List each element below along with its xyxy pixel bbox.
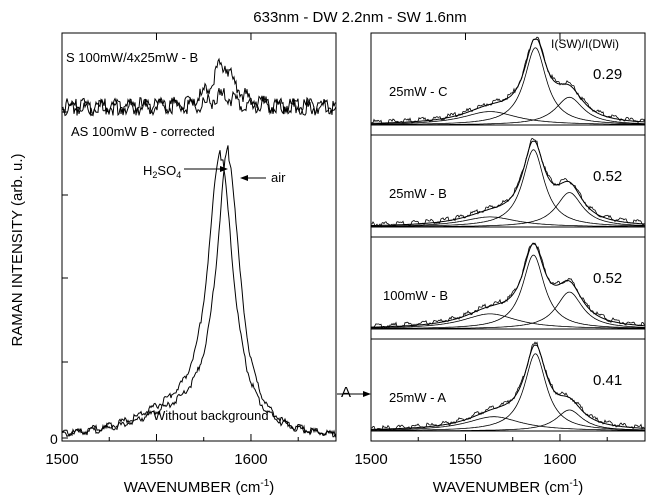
subpanel-ratio: 0.41 bbox=[593, 372, 622, 389]
left-annotation-bottom: Without background bbox=[153, 408, 269, 423]
right-xtick-label: 1500 bbox=[354, 451, 387, 468]
left-annotation-top-lower: AS 100mW B - corrected bbox=[71, 124, 215, 139]
measured-spectrum bbox=[370, 242, 646, 329]
right-x-axis-label: WAVENUMBER (cm-1) bbox=[433, 478, 584, 496]
measured-spectrum bbox=[370, 341, 646, 432]
subpanel bbox=[370, 341, 646, 432]
right-xtick-label: 1600 bbox=[543, 451, 576, 468]
right-curves bbox=[370, 36, 646, 432]
left-annotation-h2so4: H2SO4 bbox=[143, 163, 181, 180]
arrow-a-head bbox=[363, 391, 371, 397]
subpanel-label: 25mW - A bbox=[389, 390, 446, 405]
component-peak bbox=[371, 149, 645, 227]
subpanel-label: 100mW - B bbox=[383, 288, 448, 303]
left-series-h2so4 bbox=[61, 150, 337, 439]
left-top-series-antistokes bbox=[61, 87, 337, 117]
left-annotation-air: air bbox=[271, 170, 286, 185]
left-xtick-label: 1550 bbox=[140, 451, 173, 468]
ratio-header: I(SW)/I(DWi) bbox=[551, 37, 619, 51]
left-top-series-stokes bbox=[61, 57, 337, 117]
right-panel: 1500 1550 1600 25mW - C 0.29 25mW - B 0.52 100… bbox=[354, 32, 646, 496]
left-ticks: 1500 1550 1600 bbox=[45, 33, 299, 468]
component-peak bbox=[371, 96, 646, 126]
subpanel-ratio: 0.52 bbox=[593, 168, 622, 185]
subpanel bbox=[370, 36, 646, 126]
right-dividers bbox=[371, 134, 645, 340]
subpanel-ratio: 0.29 bbox=[593, 66, 622, 83]
measured-spectrum bbox=[370, 36, 646, 125]
component-peak bbox=[371, 313, 645, 329]
subpanel bbox=[371, 137, 646, 228]
left-xtick-label: 1600 bbox=[234, 451, 267, 468]
left-ytick-zero: 0 bbox=[50, 431, 58, 447]
measured-spectrum bbox=[371, 137, 646, 228]
right-xtick-label: 1550 bbox=[449, 451, 482, 468]
subpanel bbox=[370, 242, 646, 330]
component-peak bbox=[371, 409, 645, 432]
left-xtick-label: 1500 bbox=[45, 451, 78, 468]
left-curves bbox=[61, 57, 337, 439]
air-arrow-head bbox=[240, 175, 248, 181]
component-peak bbox=[371, 254, 645, 329]
component-peak bbox=[371, 47, 645, 125]
y-axis-label: RAMAN INTENSITY (arb. u.) bbox=[9, 153, 26, 346]
left-panel: 1500 1550 1600 0 S 100mW/4x25mW - B AS 100… bbox=[45, 32, 337, 496]
left-series-air bbox=[61, 145, 337, 438]
arrow-a-label: A bbox=[341, 384, 351, 401]
left-x-axis-label: WAVENUMBER (cm-1) bbox=[124, 478, 275, 496]
left-panel-frame bbox=[61, 32, 337, 442]
component-peak bbox=[371, 192, 645, 228]
figure-title: 633nm - DW 2.2nm - SW 1.6nm bbox=[253, 9, 466, 26]
subpanel-label: 25mW - B bbox=[389, 186, 447, 201]
left-annotation-top-upper: S 100mW/4x25mW - B bbox=[66, 50, 198, 65]
component-peak bbox=[371, 291, 645, 330]
subpanel-label: 25mW - C bbox=[389, 84, 448, 99]
subpanel-ratio: 0.52 bbox=[593, 270, 622, 287]
component-peak bbox=[371, 111, 645, 125]
right-labels: 25mW - C 0.29 25mW - B 0.52 100mW - B 0.52 25m… bbox=[383, 66, 622, 405]
component-peak bbox=[371, 353, 645, 431]
component-peak bbox=[371, 416, 645, 431]
h2so4-arrow-head bbox=[220, 166, 228, 172]
component-peak bbox=[371, 216, 645, 227]
right-ticks: 1500 1550 1600 bbox=[354, 33, 608, 468]
